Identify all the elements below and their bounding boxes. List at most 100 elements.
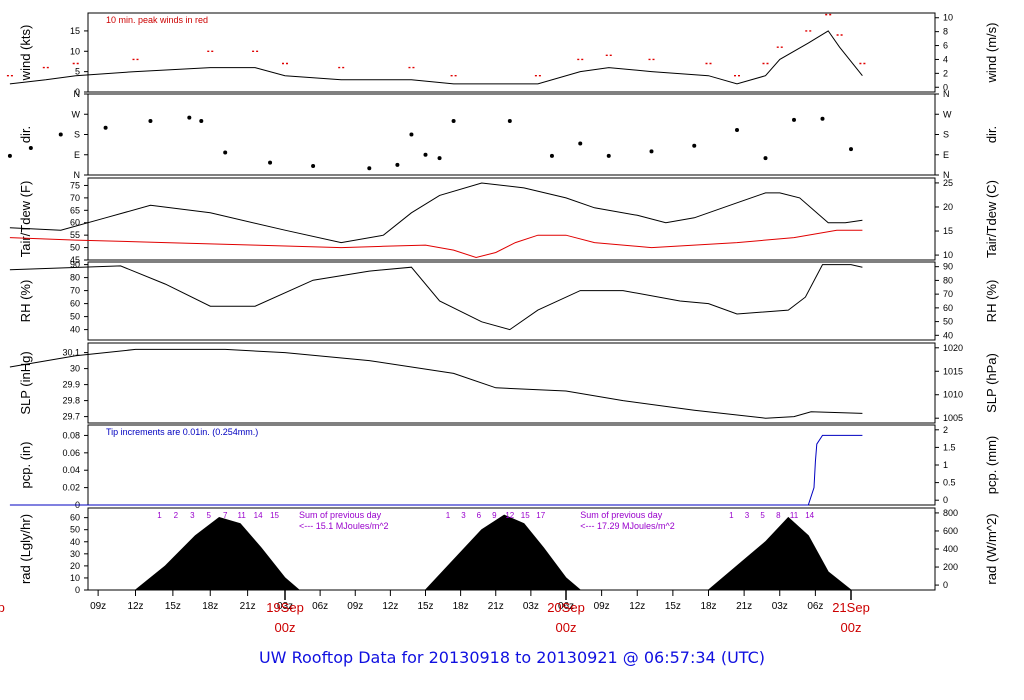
- daily-sum-label: Sum of previous day: [580, 510, 663, 520]
- y-tick-label-right: W: [943, 109, 952, 119]
- y-tick-label-right: 60: [943, 303, 953, 313]
- series-line-slp: [9, 348, 863, 419]
- y-tick-label-left: 70: [70, 193, 80, 203]
- y-tick-label-left: 75: [70, 180, 80, 190]
- y-axis-label-left: wind (kts): [18, 25, 33, 82]
- time-axis-tick-label: 12z: [127, 601, 143, 612]
- y-tick-label-left: 10: [70, 573, 80, 583]
- y-tick-label-right: 1015: [943, 366, 963, 376]
- direction-point: [187, 115, 192, 120]
- y-tick-label-right: 800: [943, 508, 958, 518]
- hour-marker: 14: [805, 511, 814, 520]
- y-axis-label-right: Tair/Tdew (C): [984, 180, 999, 258]
- time-axis-tick-label: 09z: [90, 601, 106, 612]
- series-line-temperature: [9, 229, 863, 259]
- y-axis-label-right: rad (W/m^2): [984, 513, 999, 584]
- y-tick-label-right: 1: [943, 460, 948, 470]
- panel-frame-precip: [87, 424, 936, 506]
- y-tick-label-left: 80: [70, 273, 80, 283]
- y-tick-label-right: S: [943, 130, 949, 140]
- y-tick-label-right: 1020: [943, 343, 963, 353]
- y-tick-label-left: 90: [70, 260, 80, 270]
- y-tick-label-right: 0.5: [943, 478, 956, 488]
- y-tick-label-right: 0: [943, 495, 948, 505]
- y-tick-label-left: 65: [70, 205, 80, 215]
- y-axis-label-right: RH (%): [984, 280, 999, 323]
- hour-marker: 2: [174, 511, 179, 520]
- y-tick-label-left: 20: [70, 561, 80, 571]
- y-tick-label-right: N: [943, 89, 950, 99]
- time-axis-tick-label: 03z: [772, 601, 788, 612]
- y-tick-label-left: 45: [70, 255, 80, 265]
- y-tick-label-left: E: [74, 150, 80, 160]
- y-tick-label-left: 60: [70, 218, 80, 228]
- day-label: 21Sep: [832, 600, 870, 615]
- time-axis-tick-label: 21z: [240, 601, 256, 612]
- panel-frame-direction: [87, 93, 936, 176]
- time-axis-tick-label: 06z: [312, 601, 328, 612]
- page-title: UW Rooftop Data for 20130918 to 20130921…: [258, 648, 766, 667]
- hour-marker: 3: [745, 511, 750, 520]
- y-tick-label-right: 80: [943, 275, 953, 285]
- panel-frame-temperature: [87, 177, 936, 261]
- time-axis-tick-label: 03z: [523, 601, 539, 612]
- y-tick-label-right: 10: [943, 13, 953, 23]
- day-hour-label: 00z: [841, 620, 862, 635]
- time-axis-tick-label: 15z: [417, 601, 433, 612]
- y-tick-label-right: 40: [943, 330, 953, 340]
- time-axis-tick-label: 09z: [347, 601, 363, 612]
- direction-point: [578, 141, 583, 146]
- hour-marker: 1: [729, 511, 734, 520]
- series-line-temperature: [9, 182, 863, 244]
- direction-point: [451, 119, 456, 123]
- y-tick-label-left: 5: [75, 67, 80, 77]
- direction-point: [792, 117, 796, 122]
- daily-sum-value: <--- 17.29 MJoules/m^2: [580, 521, 675, 531]
- y-tick-label-right: 1.5: [943, 442, 956, 452]
- time-axis-tick-label: 03z: [277, 601, 293, 612]
- y-tick-label-left: 50: [70, 312, 80, 322]
- time-axis-tick-label: 12z: [629, 601, 645, 612]
- y-tick-label-left: 29.7: [62, 412, 80, 422]
- hour-marker: 17: [536, 511, 545, 520]
- hour-marker: 5: [207, 511, 212, 520]
- series-line-wind: [9, 30, 863, 85]
- hour-marker: 15: [270, 511, 279, 520]
- weather-chart: 09z 12z 15z 18z 21z 03z 06z 09z 12z 15z 18z 21z 03z 0…: [0, 12, 999, 635]
- hour-marker: 6: [477, 511, 482, 520]
- hour-marker: 9: [492, 511, 497, 520]
- y-tick-label-right: 2: [943, 425, 948, 435]
- day-label: 18Sep: [0, 600, 5, 615]
- time-axis-tick-label: 21z: [488, 601, 504, 612]
- radiation-area: [135, 514, 852, 591]
- y-axis-label-left: rad (Lgly/hr): [18, 514, 33, 584]
- y-tick-label-left: 30: [70, 364, 80, 374]
- y-tick-label-left: 29.8: [62, 396, 80, 406]
- direction-point: [692, 143, 697, 148]
- hour-marker: 8: [776, 511, 781, 520]
- hour-marker: 11: [237, 511, 246, 520]
- y-tick-label-left: W: [72, 109, 81, 119]
- y-tick-label-left: 60: [70, 513, 80, 523]
- y-tick-label-left: 40: [70, 537, 80, 547]
- y-tick-label-right: 90: [943, 262, 953, 272]
- y-tick-label-right: 2: [943, 68, 948, 78]
- time-axis-tick-label: 18z: [453, 601, 469, 612]
- y-tick-label-left: 10: [70, 46, 80, 56]
- hour-marker: 3: [190, 511, 195, 520]
- direction-point: [148, 119, 153, 123]
- y-axis-label-left: RH (%): [18, 280, 33, 323]
- time-axis-tick-label: 09z: [594, 601, 610, 612]
- hour-marker: 5: [760, 511, 765, 520]
- hour-marker: 15: [521, 511, 530, 520]
- panel-frame-rh: [87, 261, 936, 341]
- direction-point: [849, 147, 853, 152]
- y-tick-label-right: 600: [943, 526, 958, 536]
- y-tick-label-right: 0: [943, 580, 948, 590]
- y-axis-label-right: SLP (hPa): [984, 353, 999, 413]
- y-tick-label-left: 29.9: [62, 380, 80, 390]
- panel-annotation: 10 min. peak winds in red: [106, 15, 208, 25]
- daily-sum-label: Sum of previous day: [299, 510, 382, 520]
- y-axis-label-right: pcp. (mm): [984, 436, 999, 495]
- direction-point: [223, 150, 228, 155]
